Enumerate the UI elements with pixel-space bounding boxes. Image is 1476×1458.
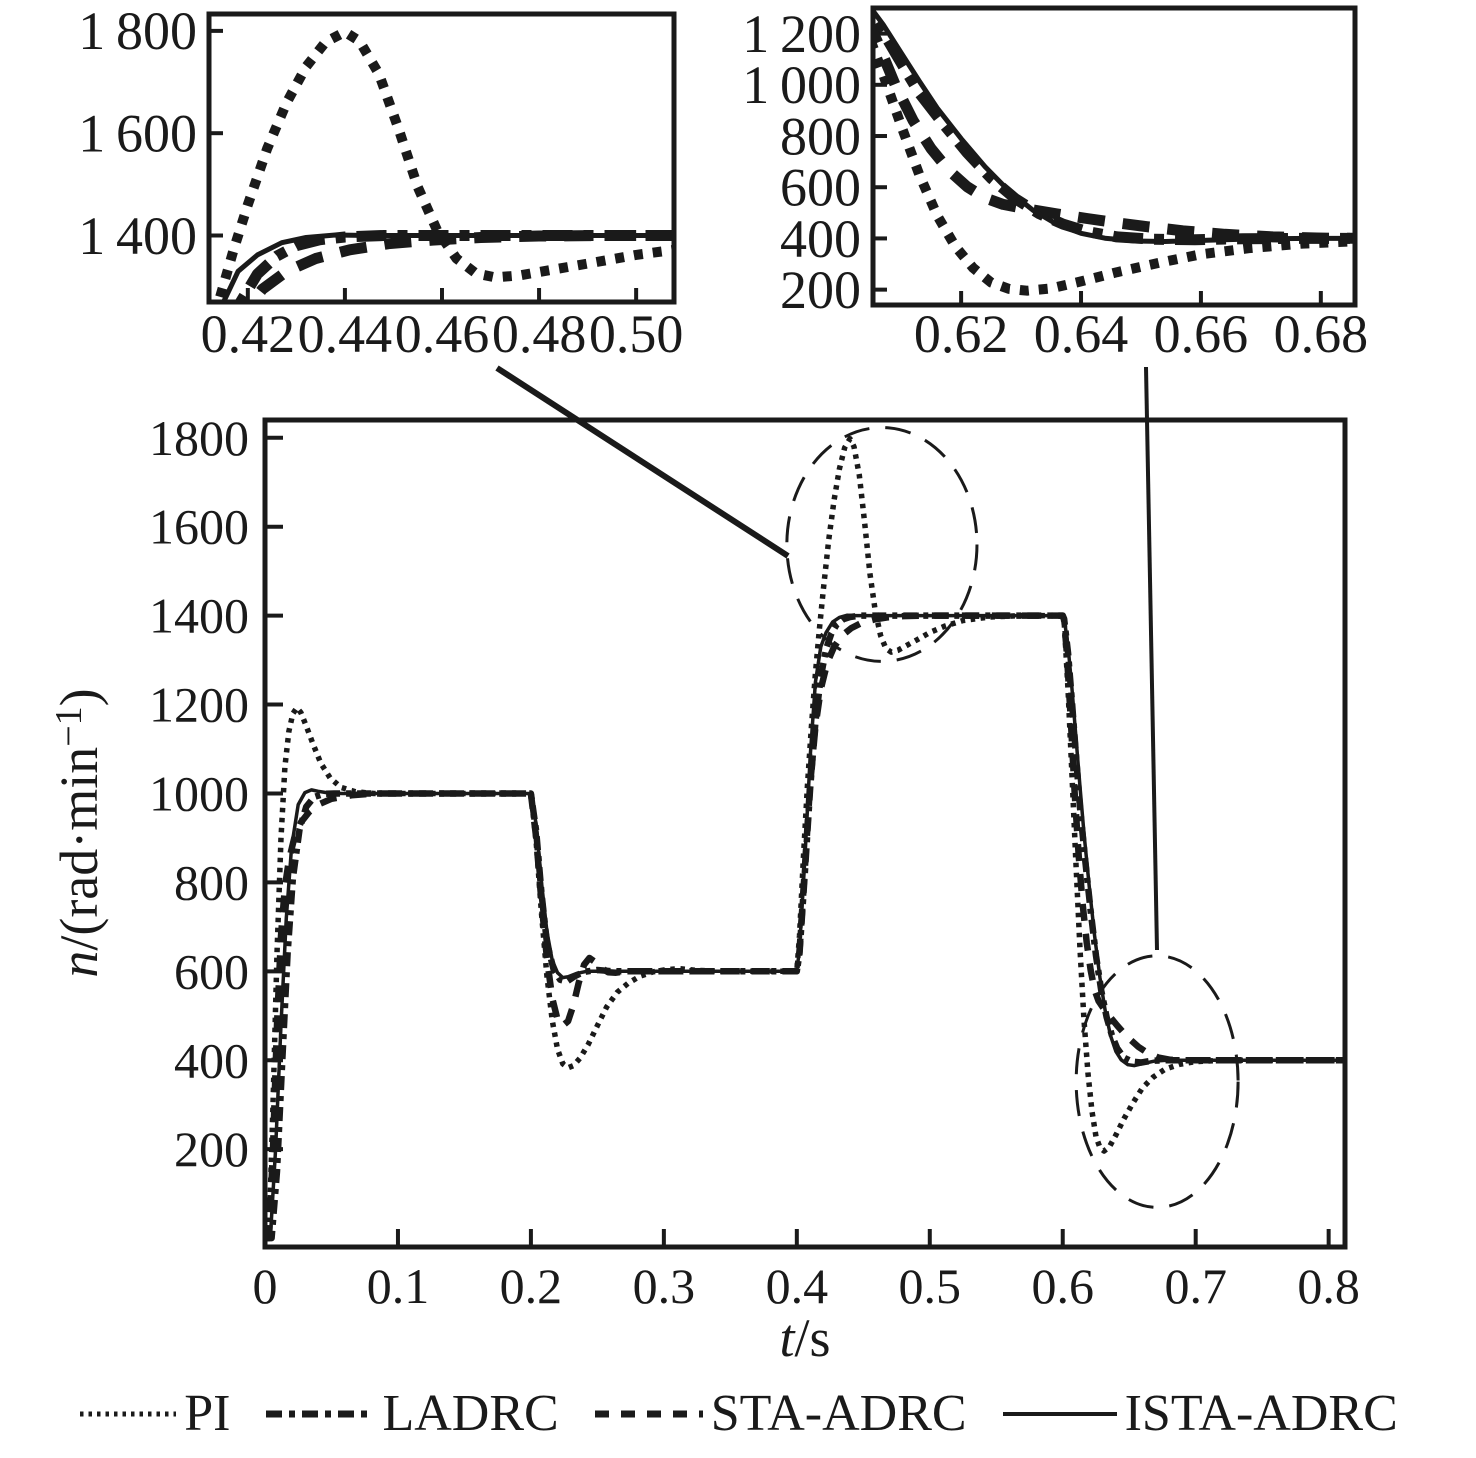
inset-undershoot-curve-STA-ADRC	[875, 23, 1353, 244]
legend-swatch-solid-icon	[1002, 1412, 1117, 1416]
x-axis-label: t/s	[779, 1308, 830, 1363]
y-axis-label-close: )	[49, 688, 109, 706]
inset-undershoot-y-tick-label: 1 200	[742, 4, 861, 64]
main-curve-LADRC	[267, 612, 1343, 1242]
main-x-tick-label: 0.4	[766, 1258, 829, 1314]
inset-undershoot-y-tick-label: 600	[780, 158, 861, 218]
y-axis-label: n/(rad·min−1)	[48, 688, 109, 977]
inset-undershoot-x-tick-label: 0.62	[914, 304, 1009, 364]
main-x-tick-label: 0	[253, 1258, 278, 1314]
main-plot: 0 0.1 0.2 0.3 0.4 0.5 0.6 0.7 0.8 200 400 600 800 100…	[149, 410, 1360, 1314]
inset-undershoot-frame	[870, 5, 1358, 308]
inset-undershoot-x-tick-label: 0.64	[1034, 304, 1129, 364]
x-axis-label-var: t	[779, 1308, 796, 1363]
annotations	[495, 365, 1240, 1209]
inset-overshoot-x-tick-label: 0.44	[298, 304, 393, 364]
legend-swatch-dotted-icon	[80, 1411, 177, 1417]
leader-line-overshoot	[495, 365, 790, 559]
main-curve-STA-ADRC	[267, 612, 1343, 1242]
main-y-tick-label: 1800	[149, 410, 249, 466]
main-x-tick-label: 0.5	[899, 1258, 962, 1314]
main-y-tick-label: 800	[174, 854, 249, 910]
leader-line-undershoot	[1144, 366, 1159, 951]
main-x-tick-label: 0.3	[633, 1258, 696, 1314]
main-x-tick-label: 0.2	[500, 1258, 563, 1314]
legend: PI LADRC STA-ADRC ISTA-ADRC	[0, 1368, 1476, 1458]
main-curve-PI	[267, 435, 1343, 1241]
main-y-tick-label: 1000	[149, 765, 249, 821]
inset-overshoot-y-tick-label: 1 400	[78, 206, 197, 266]
main-y-tick-label: 1400	[149, 588, 249, 644]
legend-item-ista-adrc: ISTA-ADRC	[1001, 1384, 1398, 1443]
main-x-tick-label: 0.1	[367, 1258, 430, 1314]
legend-swatch-dashdot-icon	[266, 1410, 375, 1418]
inset-overshoot-x-tick-label: 0.50	[589, 304, 684, 364]
main-y-tick-label: 400	[174, 1032, 249, 1088]
legend-item-pi: PI	[78, 1384, 230, 1443]
legend-swatch-dashed-icon	[594, 1410, 703, 1418]
x-axis-label-unit: /s	[794, 1308, 830, 1363]
main-y-tick-label: 1200	[149, 677, 249, 733]
y-axis-label-unit: /(rad·min	[49, 747, 109, 951]
main-x-tick-label: 0.7	[1164, 1258, 1227, 1314]
legend-label-pi: PI	[184, 1384, 231, 1442]
inset-undershoot-y-tick-label: 200	[780, 260, 861, 320]
legend-label-ista-adrc: ISTA-ADRC	[1124, 1384, 1398, 1442]
inset-undershoot-x-tick-label: 0.66	[1154, 304, 1249, 364]
main-y-tick-label: 1600	[149, 499, 249, 555]
y-axis-label-sup: −1	[48, 706, 90, 746]
inset-overshoot-x-tick-label: 0.46	[395, 304, 490, 364]
highlight-ellipse-undershoot-region	[1074, 954, 1240, 1209]
main-curve-ISTA-ADRC	[267, 613, 1343, 1240]
inset-undershoot-y-tick-label: 400	[780, 209, 861, 269]
legend-item-ladrc: LADRC	[264, 1384, 559, 1443]
y-axis-label-var: n	[49, 951, 109, 978]
main-x-tick-label: 0.6	[1031, 1258, 1094, 1314]
inset-undershoot-y-tick-label: 800	[780, 106, 861, 166]
legend-label-ladrc: LADRC	[382, 1384, 559, 1442]
legend-label-sta-adrc: STA-ADRC	[710, 1384, 967, 1442]
inset-overshoot-x-tick-label: 0.42	[201, 304, 296, 364]
inset-overshoot-x-tick-label: 0.48	[492, 304, 587, 364]
legend-item-sta-adrc: STA-ADRC	[593, 1384, 967, 1443]
main-x-tick-label: 0.8	[1297, 1258, 1360, 1314]
inset-overshoot-y-tick-label: 1 600	[78, 104, 197, 164]
main-y-tick-label: 200	[174, 1121, 249, 1177]
highlight-ellipse-overshoot-region	[785, 426, 979, 663]
main-frame	[262, 417, 1348, 1250]
inset-overshoot-plot: 0.42 0.44 0.46 0.48 0.50 1 400 1 600 1 800	[78, 1, 684, 364]
inset-overshoot-y-tick-label: 1 800	[78, 1, 197, 61]
inset-undershoot-curve-ISTA-ADRC	[875, 10, 1353, 244]
inset-undershoot-x-tick-label: 0.68	[1274, 304, 1369, 364]
main-y-tick-label: 600	[174, 943, 249, 999]
inset-undershoot-y-tick-label: 1 000	[742, 55, 861, 115]
